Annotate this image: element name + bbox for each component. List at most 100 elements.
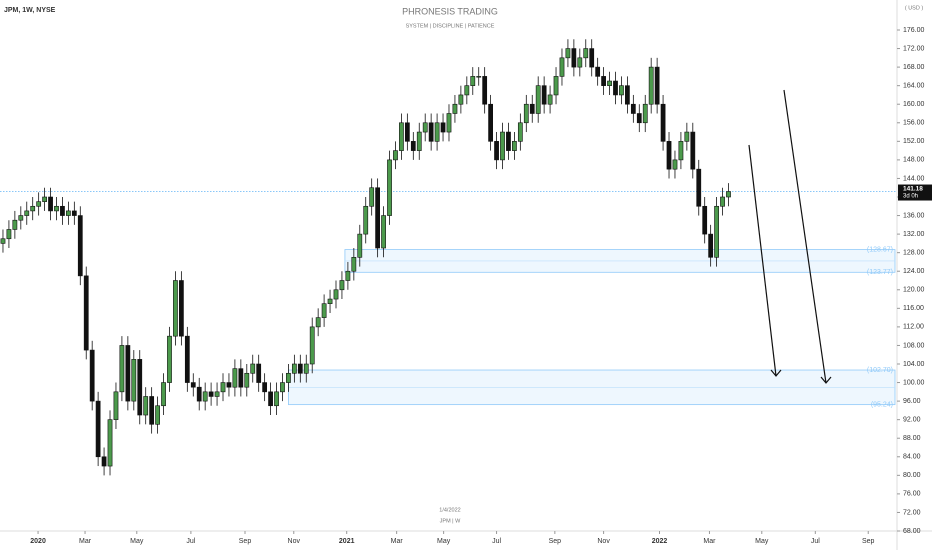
candle-body xyxy=(559,57,565,77)
x-tick-label: Sep xyxy=(549,538,562,545)
candle-body xyxy=(565,48,571,59)
x-tick-label: Mar xyxy=(703,538,716,545)
candle-body xyxy=(178,280,184,337)
candle-body xyxy=(214,391,220,397)
y-tick-label: 100.00 xyxy=(903,379,925,386)
candle-body xyxy=(410,141,416,151)
candle-body xyxy=(512,141,517,151)
candle-body xyxy=(619,85,624,96)
candle-body xyxy=(476,76,482,78)
x-tick-label: May xyxy=(130,538,144,545)
x-tick-label: Sep xyxy=(239,538,252,545)
candle-body xyxy=(196,386,202,402)
candle-body xyxy=(107,419,113,467)
candle-body xyxy=(601,76,606,86)
candle-body xyxy=(77,215,83,277)
candle-body xyxy=(190,382,196,388)
candle-body xyxy=(143,396,149,416)
arrow-head xyxy=(820,376,832,384)
x-tick-label: Sep xyxy=(862,538,875,545)
candle-body xyxy=(547,94,553,105)
y-tick-label: 136.00 xyxy=(903,212,925,219)
candle-body xyxy=(636,113,642,124)
candle-body xyxy=(297,363,303,374)
candle-body xyxy=(583,48,589,59)
candle-body xyxy=(363,205,369,235)
candle-body xyxy=(131,359,137,402)
candle-body xyxy=(42,196,47,202)
y-tick-label: 88.00 xyxy=(903,435,921,442)
x-tick-label: May xyxy=(437,538,451,545)
candle-body xyxy=(351,257,357,272)
y-tick-label: 68.00 xyxy=(903,528,921,535)
candle-body xyxy=(660,103,666,142)
candle-body xyxy=(625,85,630,105)
candle-body xyxy=(208,391,214,397)
y-tick-label: 116.00 xyxy=(903,305,924,312)
y-tick-label: 172.00 xyxy=(903,45,925,52)
candle-body xyxy=(149,396,155,425)
candle-body xyxy=(434,122,440,142)
y-tick-label: 112.00 xyxy=(903,324,924,331)
candle-body xyxy=(458,94,464,105)
price-tag xyxy=(898,184,932,201)
candle-body xyxy=(101,456,107,467)
candle-body xyxy=(6,229,12,240)
y-tick-label: 152.00 xyxy=(903,138,925,145)
candle-body xyxy=(553,76,559,96)
candle-body xyxy=(125,345,131,402)
candle-body xyxy=(357,233,363,258)
candle-body xyxy=(30,205,36,212)
candle-body xyxy=(321,303,327,318)
candle-body xyxy=(119,345,125,393)
y-tick-label: 156.00 xyxy=(903,120,925,127)
x-tick-label: 2022 xyxy=(652,538,668,545)
x-tick-label: Mar xyxy=(79,538,92,545)
x-tick-label: 2020 xyxy=(30,538,46,545)
y-tick-label: 72.00 xyxy=(903,509,921,516)
candle-body xyxy=(173,280,178,337)
candle-body xyxy=(452,103,458,114)
candle-body xyxy=(202,391,208,402)
arrow-head xyxy=(770,369,782,377)
candle-body xyxy=(238,368,244,388)
candle-body xyxy=(12,219,18,230)
candle-body xyxy=(280,382,285,393)
candle-body xyxy=(422,122,428,133)
plot xyxy=(0,39,897,476)
candle-body xyxy=(684,131,690,142)
candle-body xyxy=(232,368,238,388)
y-tick-label: 176.00 xyxy=(903,27,925,34)
candle-body xyxy=(404,122,410,142)
candle-body xyxy=(345,270,351,281)
countdown-label: 3d 0h xyxy=(903,194,918,200)
y-tick-label: 160.00 xyxy=(903,101,925,108)
candle-body xyxy=(482,76,488,105)
candle-body xyxy=(488,103,493,142)
candle-body xyxy=(535,85,541,114)
candle-body xyxy=(642,103,648,124)
candle-body xyxy=(286,372,291,383)
candle-body xyxy=(262,382,268,393)
x-tick-label: May xyxy=(755,538,769,545)
footer-symbol: JPM | W xyxy=(440,518,461,524)
candle-body xyxy=(303,363,309,374)
candle-body xyxy=(60,205,65,216)
x-tick-label: Mar xyxy=(391,538,404,545)
candle-body xyxy=(416,131,422,151)
candle-body xyxy=(184,335,190,383)
candle-body xyxy=(161,382,166,407)
arrow xyxy=(783,89,827,384)
candle-body xyxy=(24,210,30,216)
y-tick-label: 120.00 xyxy=(903,287,925,294)
y-tick-label: 164.00 xyxy=(903,83,925,90)
candle-body xyxy=(690,131,696,170)
candle-body xyxy=(571,48,577,68)
candle-body xyxy=(315,317,321,328)
zone-label: (128.67) xyxy=(867,246,893,253)
price-tag-label: 141.18 xyxy=(903,186,923,193)
candle-body xyxy=(446,113,452,133)
candle-body xyxy=(256,363,262,383)
candle-body xyxy=(529,103,535,114)
